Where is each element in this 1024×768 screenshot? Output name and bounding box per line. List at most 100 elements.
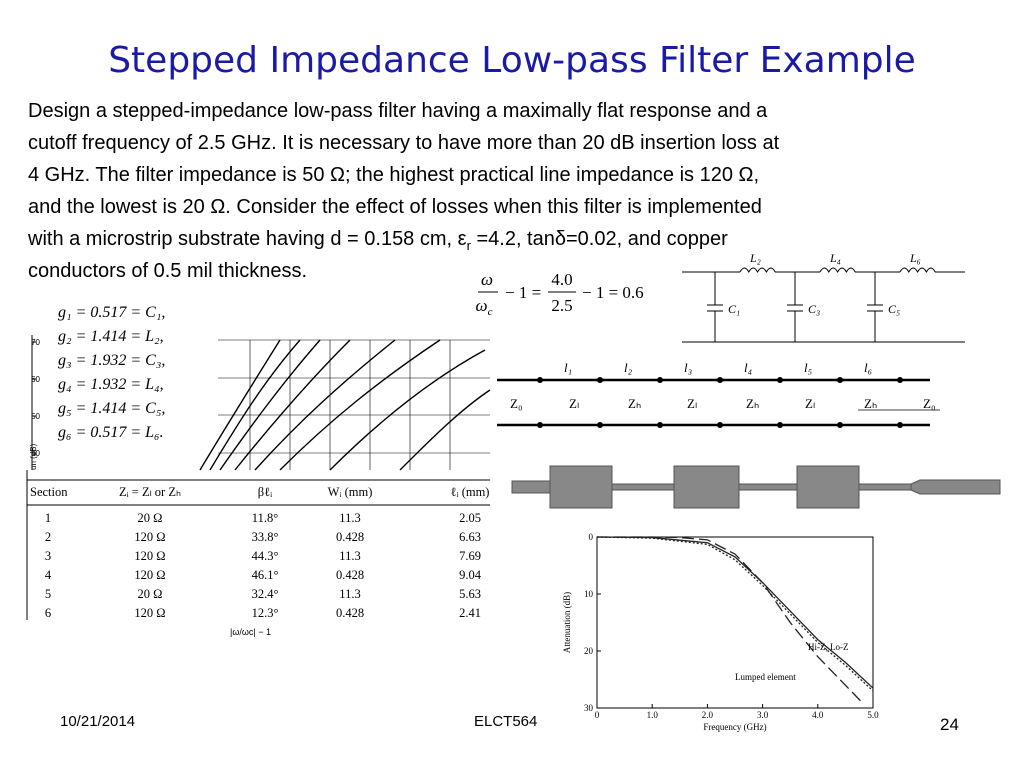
text: =4.2, tanδ=0.02, and copper [471,228,728,250]
tline [497,378,940,427]
impedance-label: Zₗ [805,396,815,411]
y-tick-label: 30 [584,703,594,713]
series-label: Hi-Z, Lo-Z [808,642,849,652]
node [657,422,663,428]
lumped-circuit [682,267,965,343]
node [537,377,543,383]
node [837,377,843,383]
table: Section Zᵢ = Zₗ or Zₕ βℓᵢ Wᵢ (mm) ℓᵢ (mm)1 20… [30,485,489,620]
table-cell: 32.4° [252,587,279,601]
table-cell: 3 [45,549,51,563]
text: with a microstrip substrate having d = 0… [27,228,467,250]
y-tick-label: 0 [589,532,594,542]
g-list: g₁ = 0.517 = C₁, g₂ = 1.414 = L₂, g₃ = 1.9… [58,304,165,441]
eq-text: − 1 = [505,283,541,302]
table-cell: 120 Ω [134,568,165,582]
x-tick-label: 1.0 [647,710,659,720]
node [597,377,603,383]
node [837,422,843,428]
impedance-label: Z₀ [510,396,522,411]
table-cell: 11.3 [339,587,360,601]
series-label: Lumped element [735,672,796,682]
plot-frame [596,536,874,709]
table-cell: 46.1° [252,568,279,582]
table-cell: 120 Ω [134,549,165,563]
inductor-label: L₂ [749,251,761,265]
eq-text: ωc [476,296,493,318]
table-cell: 11.3 [339,549,360,563]
footer-date: 10/21/2014 [60,713,135,730]
x-tick-label: 4.0 [812,710,824,720]
table-cell: 20 Ω [138,511,163,525]
section-label: l₄ [744,360,753,375]
y-tick-label: 10 [584,589,594,599]
series-line [596,536,874,692]
paragraph-line: conductors of 0.5 mil thickness. [28,260,307,282]
chart: 0 1.0 2.0 3.0 4.0 5.0 0 10 20 30 Frequency (GHz) At… [562,532,879,732]
node [777,377,783,383]
table-cell: 0.428 [336,568,364,582]
microstrip [511,465,1001,509]
node [657,377,663,383]
paragraph-line: 4 GHz. The filter impedance is 50 Ω; the… [28,164,759,186]
x-tick-label: 3.0 [757,710,769,720]
x-tick-label: 2.0 [702,710,714,720]
table-header: Section [30,485,68,499]
page-number: 24 [940,715,959,734]
table-cell: 0.428 [336,530,364,544]
paragraph-line: cutoff frequency of 2.5 GHz. It is neces… [28,132,780,154]
node [537,422,543,428]
x-tick-label: 0 [595,710,600,720]
node [597,422,603,428]
footer-course: ELCT564 [474,713,537,730]
table-cell: 5 [45,587,51,601]
paragraph-line: and the lowest is 20 Ω. Consider the eff… [28,196,762,218]
y-tick-label: 20 [584,646,594,656]
circuit-labels: L₂ L₄ L₆ C₁ C₃ C₅ [728,251,921,316]
section-label: l₅ [804,360,812,375]
series-line [597,536,863,703]
impedance-label: Zₗ [569,396,579,411]
impedance-label: Zₗ [687,396,697,411]
node [897,377,903,383]
eq-text: 2.5 [551,296,572,315]
table-cell: 2 [45,530,51,544]
equation: ω ωc − 1 = 4.0 2.5 − 1 = 0.6 [476,270,644,318]
nomo-ylabel: un (dB) [29,443,38,470]
section-label: l₆ [864,360,872,375]
section-label: l₁ [564,360,572,375]
table-cell: 9.04 [459,568,482,582]
y-axis-label: Attenuation (dB) [562,592,572,653]
x-axis-label: Frequency (GHz) [703,722,766,732]
table-cell: 11.8° [252,511,278,525]
table-cell: 11.3 [339,511,360,525]
x-tick-label: 5.0 [867,710,879,720]
table-header: Wᵢ (mm) [328,485,373,499]
paragraph: Design a stepped-impedance low-pass filt… [28,100,780,282]
table-cell: 20 Ω [138,587,163,601]
table-header: ℓᵢ (mm) [451,485,490,499]
inductor-label: L₄ [829,251,841,265]
node [717,377,723,383]
table-cell: 2.41 [459,606,481,620]
g-value: g₅ = 1.414 = C₅, [58,400,165,417]
table-cell: 7.69 [459,549,481,563]
table-cell: 6 [45,606,51,620]
paragraph-line: Design a stepped-impedance low-pass filt… [28,100,768,122]
table-cell: 5.63 [459,587,481,601]
table-header: Zᵢ = Zₗ or Zₕ [119,485,181,499]
table-cell: 120 Ω [134,530,165,544]
g-value: g₄ = 1.932 = L₄, [58,376,164,393]
table-header: βℓᵢ [258,485,272,499]
eq-text: 4.0 [551,270,572,289]
table-cell: 2.05 [459,511,481,525]
g-value: g₁ = 0.517 = C₁, [58,304,165,321]
eq-text: − 1 = 0.6 [582,283,644,302]
impedance-label: Zₕ [746,396,759,411]
g-value: g₂ = 1.414 = L₂, [58,328,164,345]
g-box [40,295,195,445]
g-value: g₆ = 0.517 = L₆. [58,424,164,441]
table-cell: 1 [45,511,51,525]
